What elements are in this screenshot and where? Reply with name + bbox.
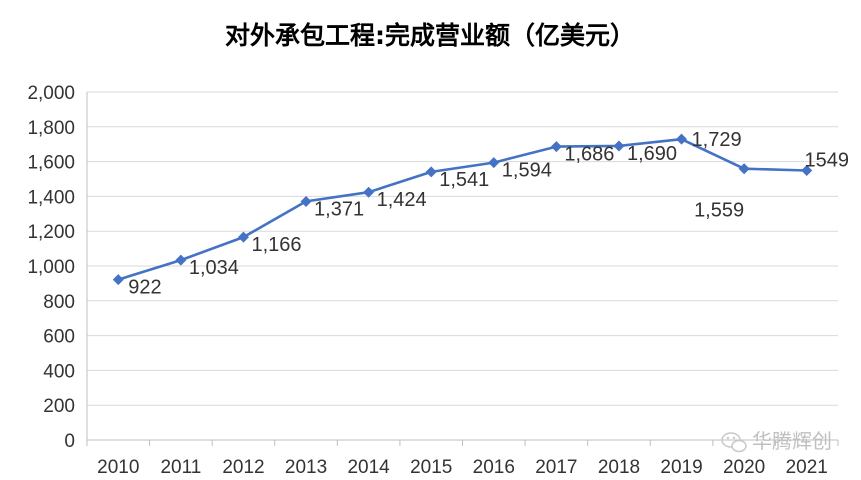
data-labels: 922 1,034 1,166 1,371 1,424 1,541 1,594 1,686 1,… — [128, 129, 849, 298]
data-point-marker — [112, 274, 124, 286]
data-point-marker — [738, 163, 750, 175]
x-tick-label: 2012 — [222, 457, 264, 478]
y-tick-label: 400 — [43, 361, 75, 382]
x-axis-ticks: 2010 2011 2012 2013 2014 2015 2016 2017 2018 2019… — [97, 457, 828, 478]
y-tick-label: 1,200 — [27, 222, 75, 243]
x-tick-label: 2021 — [786, 457, 828, 478]
watermark-text: 华腾辉创 — [752, 429, 832, 453]
series-line-path — [117, 137, 807, 281]
data-label: 1,034 — [189, 257, 239, 279]
data-point-marker — [363, 186, 375, 198]
y-tick-label: 200 — [43, 396, 75, 417]
data-label: 1,729 — [692, 129, 742, 151]
y-tick-label: 1,000 — [27, 257, 75, 278]
x-tick-label: 2013 — [285, 457, 327, 478]
data-point-marker — [488, 157, 500, 169]
wechat-icon — [721, 432, 747, 453]
data-point-marker — [613, 140, 625, 152]
x-tick-label: 2011 — [160, 457, 201, 478]
axes — [86, 92, 839, 446]
data-label: 1,559 — [694, 200, 744, 222]
y-axis-ticks: 0 200 400 600 800 1,000 1,200 1,400 1,600 1,800 2,… — [27, 83, 75, 452]
data-point-marker — [300, 195, 312, 207]
data-point-marker — [676, 133, 688, 145]
data-label: 1,371 — [314, 198, 364, 220]
y-tick-label: 1,600 — [27, 153, 75, 174]
x-tick-label: 2016 — [473, 457, 515, 478]
x-tick-label: 2010 — [97, 457, 139, 478]
data-point-marker — [425, 166, 437, 178]
data-point-marker — [550, 141, 562, 153]
series-line — [117, 137, 807, 281]
data-label: 1,541 — [439, 169, 489, 191]
data-label: 1,424 — [377, 189, 427, 211]
x-tick-label: 2017 — [535, 457, 577, 478]
y-tick-label: 1,800 — [27, 118, 75, 139]
data-point-marker — [175, 254, 187, 266]
data-label: 1,686 — [564, 144, 614, 166]
x-tick-label: 2020 — [723, 457, 765, 478]
data-label: 1549 — [804, 149, 849, 171]
x-tick-label: 2014 — [347, 457, 390, 478]
data-label: 922 — [128, 277, 161, 299]
y-tick-label: 600 — [43, 327, 75, 348]
data-point-marker — [237, 231, 249, 243]
y-tick-label: 0 — [64, 431, 75, 452]
x-tick-label: 2015 — [410, 457, 452, 478]
y-tick-label: 800 — [43, 292, 75, 313]
y-tick-label: 1,400 — [27, 187, 75, 208]
data-point-marker — [801, 164, 813, 176]
watermark: 华腾辉创 — [721, 429, 832, 453]
data-label: 1,690 — [627, 143, 677, 165]
data-points — [112, 133, 813, 286]
data-label: 1,594 — [502, 160, 552, 182]
gridlines — [87, 91, 838, 406]
y-tick-label: 2,000 — [27, 83, 75, 104]
x-tick-label: 2018 — [598, 457, 640, 478]
data-label: 1,166 — [251, 234, 301, 256]
x-tick-label: 2019 — [660, 457, 702, 478]
chart-title: 对外承包工程:完成营业额（亿美元） — [225, 21, 635, 50]
